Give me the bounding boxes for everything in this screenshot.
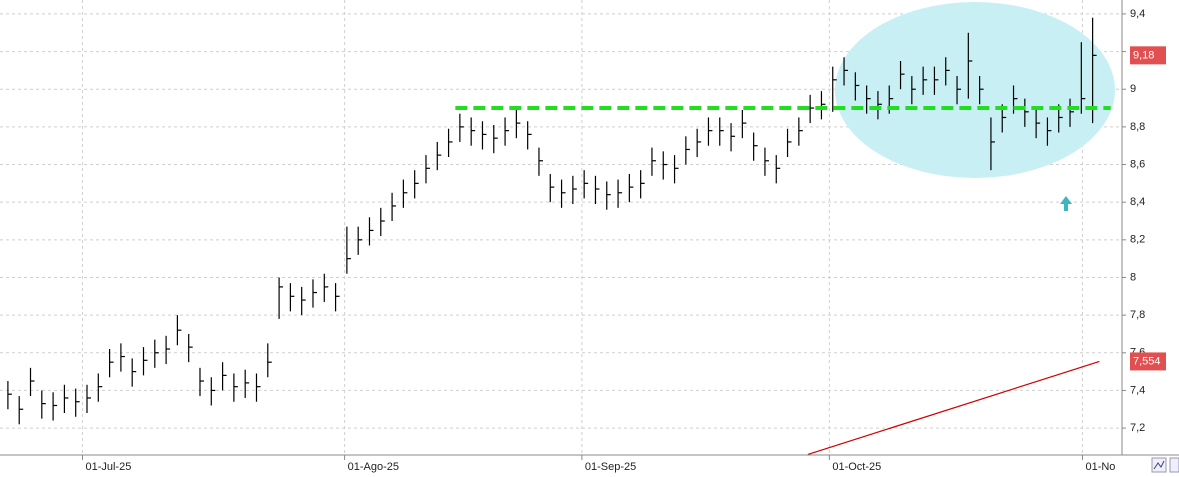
price-label: 9,18 — [1133, 49, 1154, 61]
price-label: 7,554 — [1133, 355, 1161, 367]
x-tick-label: 01-Oct-25 — [832, 461, 881, 473]
y-tick-label: 7,2 — [1130, 422, 1145, 434]
y-tick-label: 8,2 — [1130, 234, 1145, 246]
y-tick-label: 7,4 — [1130, 384, 1145, 396]
y-tick-label: 8,6 — [1130, 158, 1145, 170]
moving-average — [807, 360, 1100, 456]
icon-glyph — [1153, 460, 1165, 470]
x-tick-label: 01-Jul-25 — [85, 461, 131, 473]
grid — [0, 0, 1122, 455]
plot — [7, 17, 1111, 456]
x-tick-label: 01-Ago-25 — [348, 461, 399, 473]
y-tick-label: 9,4 — [1130, 8, 1145, 20]
icon-button[interactable] — [1169, 457, 1179, 473]
up-arrow — [1060, 196, 1072, 211]
y-tick-label: 8,8 — [1130, 121, 1145, 133]
x-tick-label: 01-Sep-25 — [585, 461, 636, 473]
price-label-box — [1130, 352, 1166, 371]
y-tick-label: 8 — [1130, 271, 1136, 283]
y-tick-label: 7,8 — [1130, 309, 1145, 321]
price-label-box — [1130, 46, 1166, 65]
highlight-ellipse — [835, 2, 1115, 178]
x-tick-label: 01-No — [1085, 461, 1115, 473]
y-tick-label: 9 — [1130, 83, 1136, 95]
y-tick-label: 8,4 — [1130, 196, 1145, 208]
axes: 7,27,47,67,888,28,48,68,899,29,401-Jul-2… — [81, 8, 1166, 473]
